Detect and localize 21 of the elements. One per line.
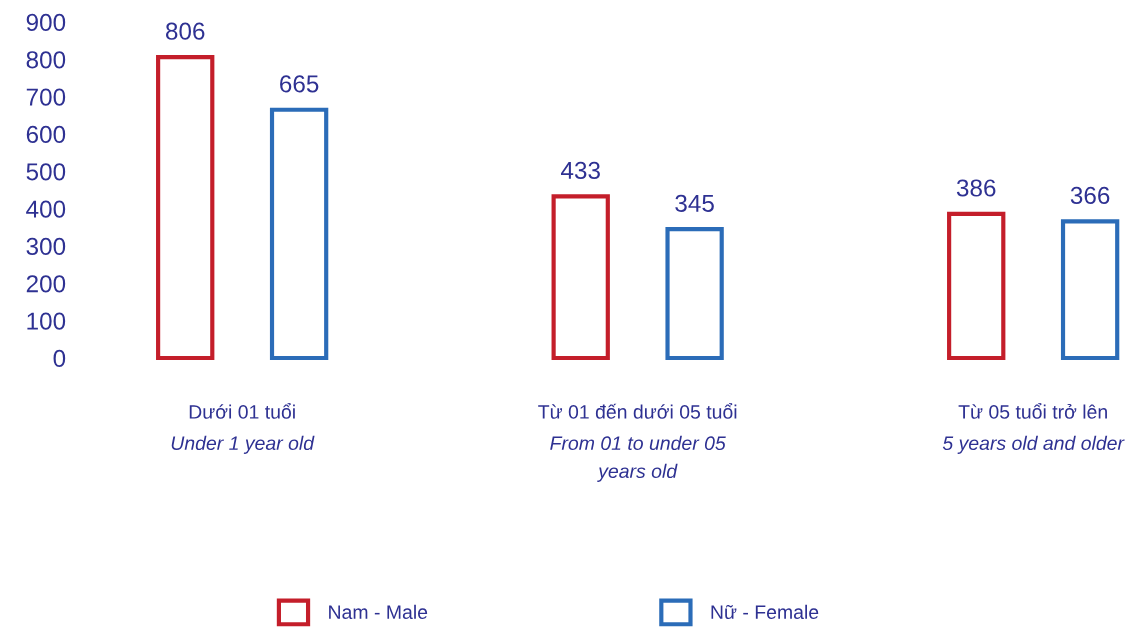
y-tick-label: 300 — [26, 237, 66, 256]
x-tick-label: Dưới 01 tuổi Under 1 year old — [171, 402, 315, 454]
x-tick-label: Từ 05 tuổi trở lên 5 years old and older — [942, 402, 1125, 454]
legend-label: Nữ - Female — [711, 604, 819, 620]
data-label: 366 — [1070, 186, 1110, 205]
y-tick-label: 0 — [53, 349, 66, 368]
data-label: 806 — [165, 22, 205, 40]
y-tick-label: 700 — [26, 88, 66, 106]
x-tick-label: Từ 01 đến dưới 05 tuổi From 01 to under 05 years old — [538, 402, 737, 482]
y-tick-label: 100 — [27, 312, 66, 330]
data-label: 433 — [560, 161, 600, 180]
y-tick-label: 800 — [26, 51, 66, 69]
y-tick-label: 200 — [26, 275, 66, 293]
data-label: 386 — [956, 179, 996, 197]
data-label: 345 — [675, 194, 714, 212]
y-tick-label: 400 — [26, 200, 66, 218]
y-tick-label: 500 — [26, 163, 66, 181]
data-label: 665 — [280, 75, 319, 93]
legend-label: Nam - Male — [329, 604, 428, 620]
y-tick-label: 900 — [26, 13, 66, 32]
y-tick-label: 600 — [26, 125, 66, 144]
